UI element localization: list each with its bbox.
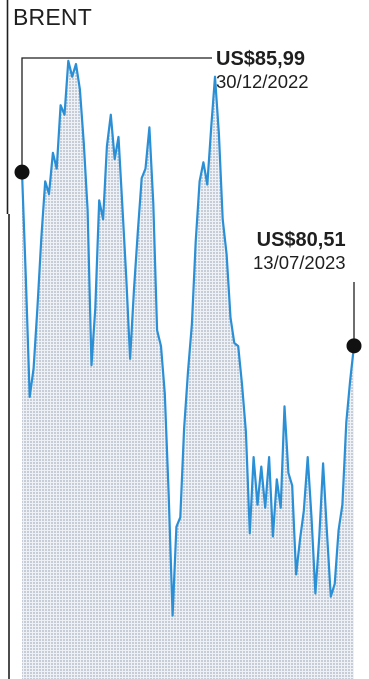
end-annotation: US$80,51 13/07/2023 [253,229,346,273]
end-price-label: US$80,51 [256,229,346,251]
end-date-label: 13/07/2023 [253,252,346,273]
start-leader-line [21,57,212,173]
start-price-label: US$85,99 [216,48,305,70]
price-area [22,60,354,679]
start-date-label: 30/12/2022 [216,71,309,92]
price-line [20,59,356,617]
end-point-marker [346,338,362,354]
start-annotation: US$85,99 30/12/2022 [216,48,309,92]
chart-title: BRENT [13,4,92,30]
start-point-marker [14,164,30,180]
